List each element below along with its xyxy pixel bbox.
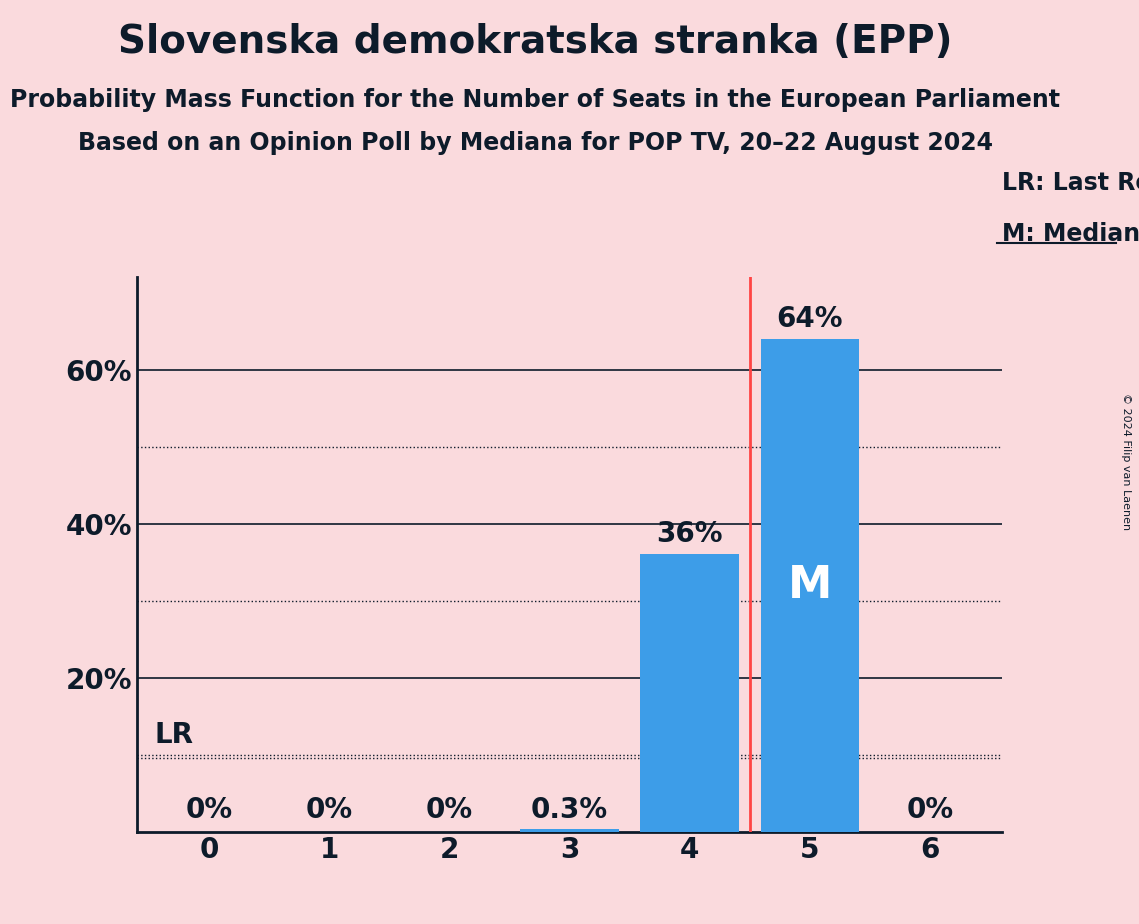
Bar — [640, 554, 739, 832]
Text: 0%: 0% — [186, 796, 232, 824]
Text: Slovenska demokratska stranka (EPP): Slovenska demokratska stranka (EPP) — [118, 23, 952, 61]
Text: 36%: 36% — [656, 520, 723, 548]
Bar — [761, 339, 859, 832]
Text: © 2024 Filip van Laenen: © 2024 Filip van Laenen — [1121, 394, 1131, 530]
Bar — [521, 830, 618, 832]
Text: 0%: 0% — [426, 796, 473, 824]
Text: Probability Mass Function for the Number of Seats in the European Parliament: Probability Mass Function for the Number… — [10, 88, 1060, 112]
Text: LR: Last Result: LR: Last Result — [1002, 171, 1139, 195]
Text: LR: LR — [155, 722, 194, 749]
Text: Based on an Opinion Poll by Mediana for POP TV, 20–22 August 2024: Based on an Opinion Poll by Mediana for … — [77, 131, 993, 155]
Text: 0%: 0% — [305, 796, 353, 824]
Text: 64%: 64% — [777, 305, 843, 333]
Text: M: Median: M: Median — [1002, 222, 1139, 246]
Text: 0%: 0% — [907, 796, 953, 824]
Text: M: M — [788, 564, 833, 607]
Text: 0.3%: 0.3% — [531, 796, 608, 824]
